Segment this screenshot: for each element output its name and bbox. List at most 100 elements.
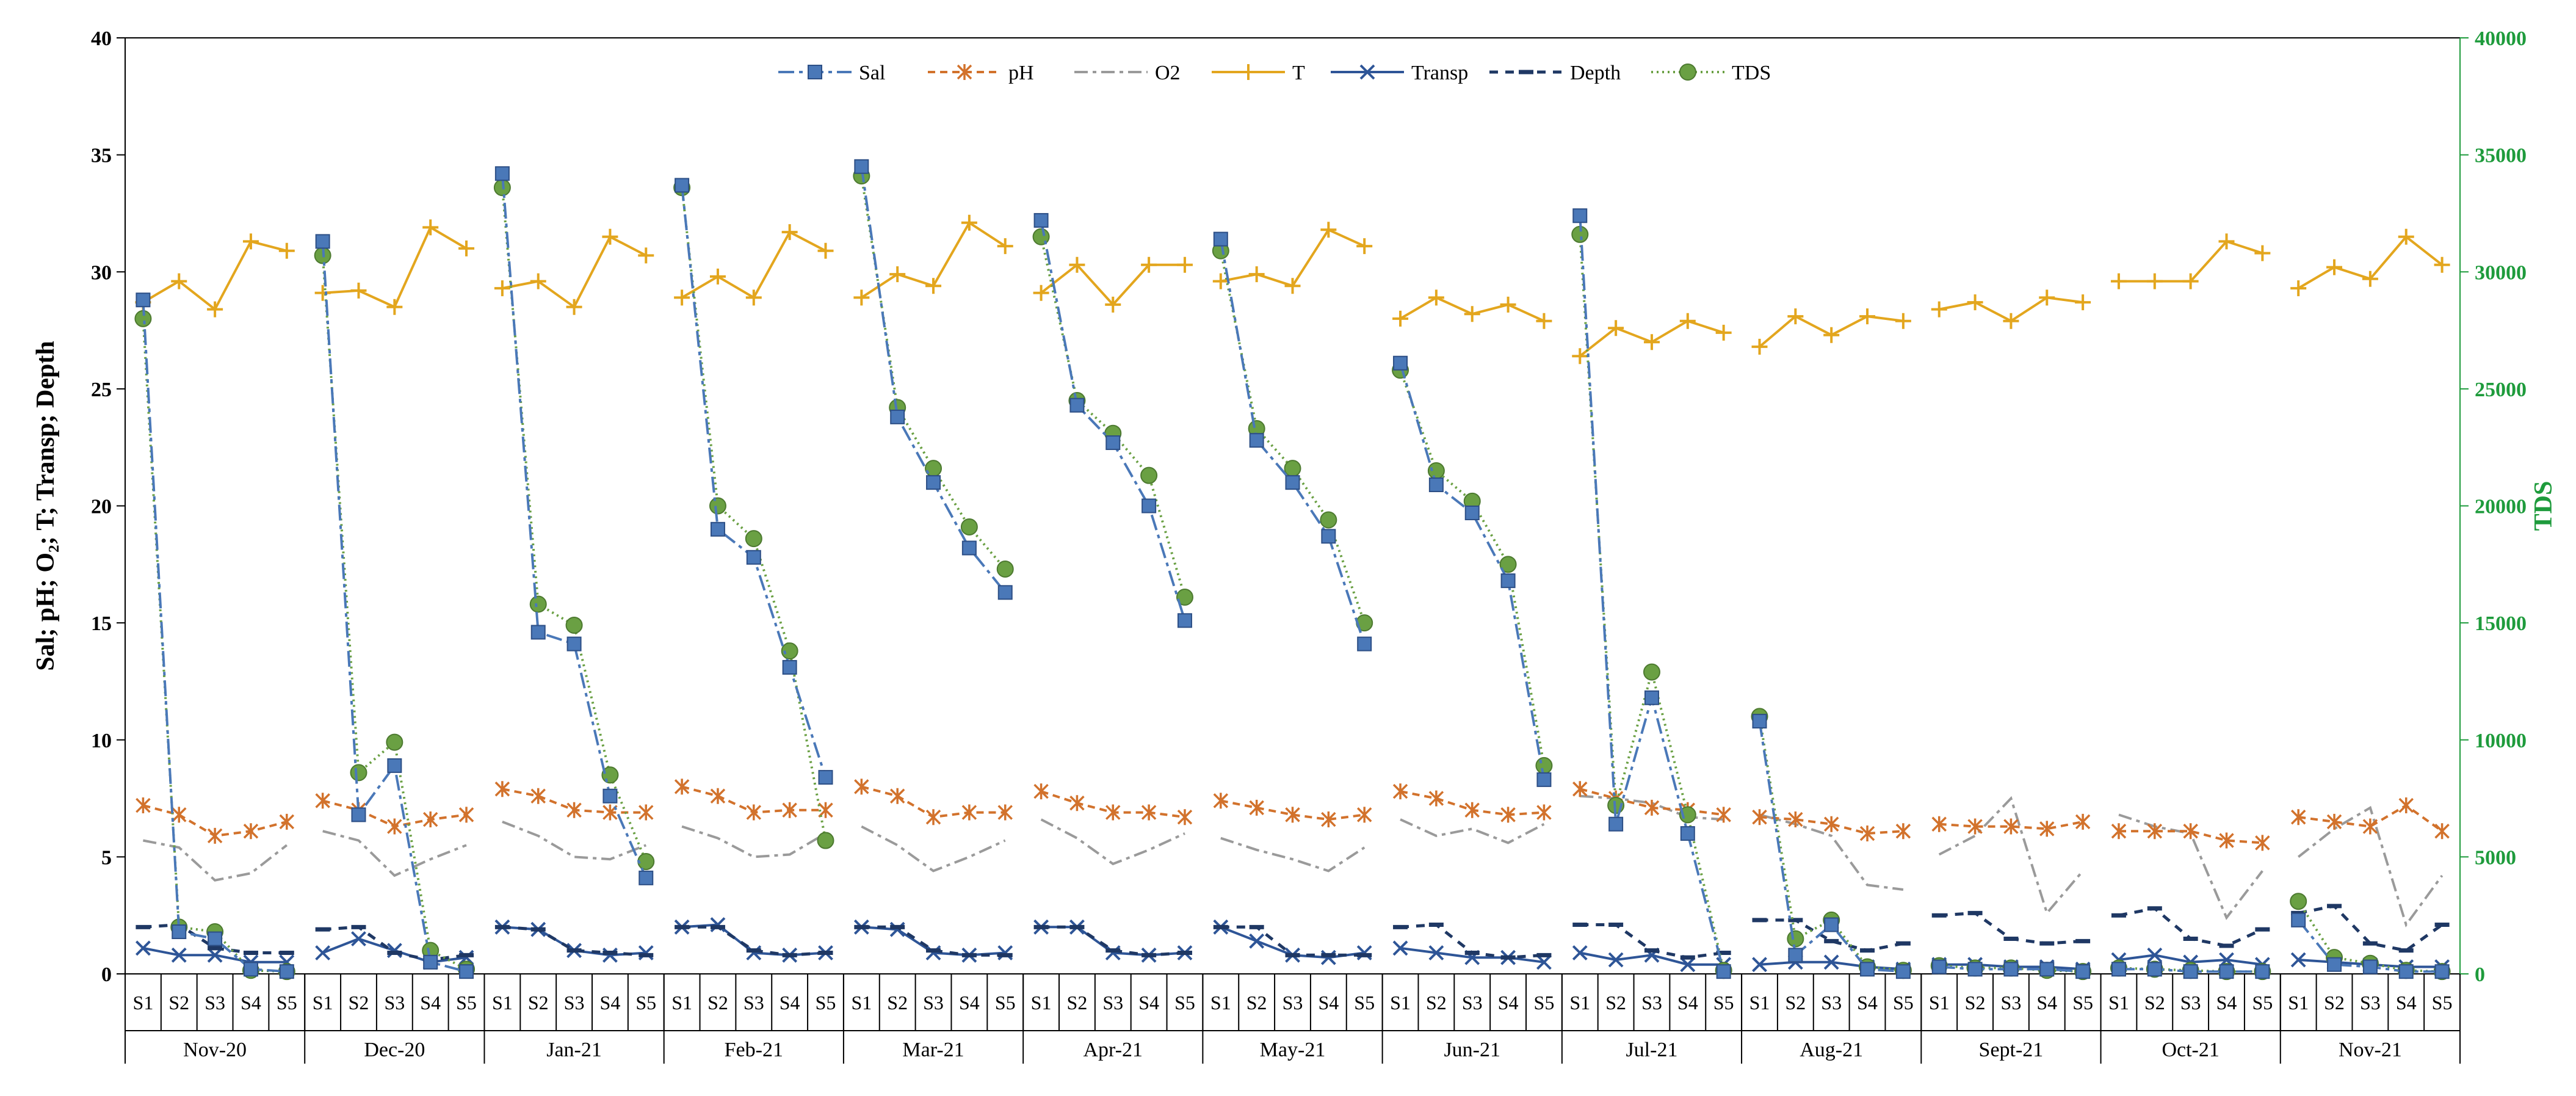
series-line-depth [1759,918,1904,953]
y2-tick-label: 10000 [2475,730,2527,752]
series-ph [136,778,2450,851]
station-label: S1 [1390,992,1411,1014]
data-point-sal [2147,962,2162,977]
data-point-t [494,280,510,297]
data-point-ph [1823,816,1839,832]
data-point-tds [529,595,547,613]
data-point-sal [1105,435,1121,451]
data-point-sal [1895,964,1911,979]
data-point-t [2218,233,2235,250]
station-label: S1 [133,992,154,1014]
data-point-ph [1536,804,1552,821]
data-point-t [1715,324,1732,341]
data-point-ph [1644,799,1660,816]
data-point-t [2003,313,2019,329]
series-transp [136,917,2450,977]
series-line-sal [1579,216,1725,972]
station-label: S3 [2360,992,2381,1014]
data-point-sal [710,521,725,537]
data-point-ph [1967,818,1983,835]
data-point-sal [1788,948,1803,963]
legend-item-t: T [1212,62,1305,84]
data-point-sal [2219,964,2234,979]
station-label: S3 [384,992,405,1014]
station-label: S5 [1174,992,1195,1014]
y2-tick-label: 25000 [2475,379,2527,401]
data-point-tds [709,497,726,515]
legend-marker-ph [957,64,972,80]
y-axis-label: Sal; pH; O₂; T; Transp; Depth [32,341,60,670]
data-point-sal [854,159,869,174]
month-label: Apr-21 [1084,1039,1143,1061]
data-point-tds [1140,466,1158,484]
data-point-ph [1572,781,1588,797]
station-label: S3 [743,992,764,1014]
data-point-sal [2255,964,2270,979]
data-point-t [674,289,690,306]
series-line-sal [321,241,467,973]
station-label: S5 [1534,992,1555,1014]
series-line-depth [502,925,646,957]
series-line-o2 [681,825,827,858]
data-point-t [1464,306,1480,322]
data-point-sal [746,550,761,565]
station-label: S1 [671,992,692,1014]
data-point-ph [2434,823,2450,840]
data-point-sal [890,409,905,424]
y2-tick-label: 15000 [2475,612,2527,635]
data-point-tds [1284,460,1301,477]
y2-tick-label: 30000 [2475,261,2527,284]
month-label: Jul-21 [1626,1039,1677,1061]
station-label: S4 [959,992,980,1014]
data-point-t [278,242,295,259]
data-point-transp [997,945,1013,960]
station-label: S3 [1462,992,1483,1014]
data-point-sal [2291,912,2306,927]
data-point-ph [1931,816,1947,832]
data-point-ph [1321,811,1336,828]
data-point-t [709,268,726,285]
station-label: S4 [2216,992,2237,1014]
data-point-t [1823,327,1840,343]
month-label: Dec-20 [364,1039,425,1061]
data-point-sal [1644,690,1659,705]
data-point-t [1176,256,1193,273]
series-line-t [322,225,468,309]
data-point-ph [2147,823,2163,840]
y2-tick-label: 35000 [2475,145,2527,167]
data-point-sal [1824,917,1839,932]
station-label: S5 [1713,992,1734,1014]
series-line-ph [2298,804,2443,832]
data-point-ph [458,807,474,823]
data-point-transp [136,940,151,956]
data-point-ph [674,778,690,795]
data-point-tds [1535,757,1553,774]
data-point-ph [494,781,510,797]
station-label: S5 [816,992,836,1014]
data-point-sal [315,234,330,249]
data-point-ph [961,804,977,821]
data-point-ph [1716,807,1731,823]
station-label: S5 [1354,992,1375,1014]
series-line-sal [142,300,287,973]
data-point-sal [1536,772,1552,787]
station-label: S3 [2001,992,2022,1014]
data-point-sal [1860,962,1875,977]
series-line-o2 [502,821,647,861]
y-tick-label: 5 [101,846,112,869]
data-point-t [2326,259,2343,275]
data-point-t [602,228,618,245]
legend-label-tds: TDS [1732,62,1771,84]
series-line-o2 [1400,818,1545,844]
data-point-t [422,219,439,236]
station-label: S4 [2036,992,2057,1014]
data-point-transp [889,921,905,937]
data-point-ph [1895,823,1911,840]
series-t [135,214,2450,365]
data-point-t [1536,313,1552,329]
data-point-transp [1536,954,1552,970]
y2-axis-label: TDS [2530,481,2558,531]
data-point-t [2182,273,2199,289]
data-point-sal [423,954,438,970]
